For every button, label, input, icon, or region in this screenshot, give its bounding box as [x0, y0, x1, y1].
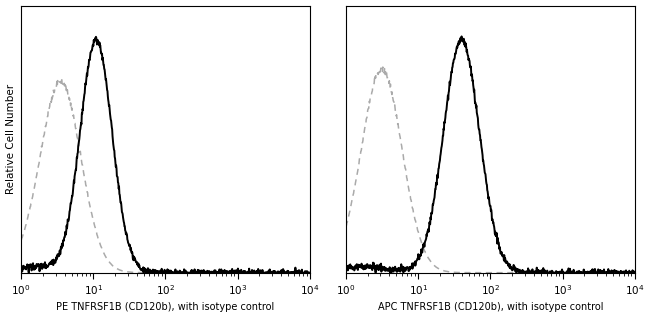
Y-axis label: Relative Cell Number: Relative Cell Number: [6, 84, 16, 194]
X-axis label: APC TNFRSF1B (CD120b), with isotype control: APC TNFRSF1B (CD120b), with isotype cont…: [378, 302, 603, 313]
X-axis label: PE TNFRSF1B (CD120b), with isotype control: PE TNFRSF1B (CD120b), with isotype contr…: [57, 302, 274, 313]
